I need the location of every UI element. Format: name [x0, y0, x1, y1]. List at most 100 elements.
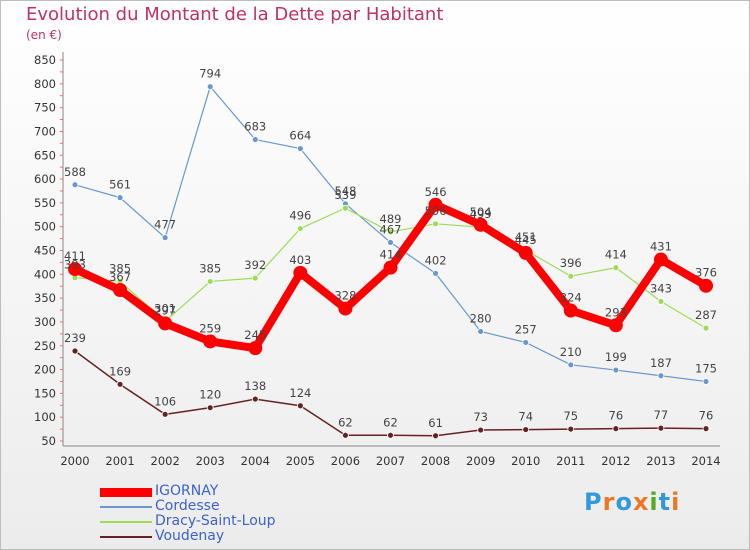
data-label: 239	[64, 331, 86, 345]
data-label: 546	[425, 185, 447, 199]
y-tick-label: 150	[34, 386, 56, 400]
legend-label: Voudenay	[155, 528, 225, 544]
x-tick-label: 2003	[196, 454, 225, 468]
data-point	[702, 425, 710, 433]
data-label: 683	[244, 120, 266, 134]
data-point	[342, 204, 349, 212]
data-point	[473, 217, 488, 232]
data-point	[702, 324, 710, 332]
x-tick-label: 2001	[105, 454, 134, 468]
data-point	[653, 252, 668, 267]
data-label: 187	[650, 356, 672, 370]
logo-letter: i	[671, 488, 681, 516]
data-label: 376	[695, 266, 717, 280]
legend-item: Voudenay	[100, 528, 320, 544]
data-point	[657, 424, 665, 432]
legend-item: Dracy-Saint-Loup	[100, 513, 320, 529]
data-point	[522, 426, 530, 433]
data-point	[338, 301, 353, 316]
data-label: 467	[380, 222, 402, 236]
x-tick-label: 2010	[511, 454, 540, 468]
data-point	[432, 220, 439, 228]
data-label: 199	[605, 350, 627, 364]
logo-letter: t	[658, 488, 672, 516]
data-label: 75	[563, 409, 578, 423]
data-point	[113, 283, 128, 298]
data-point	[518, 245, 533, 260]
data-label: 414	[380, 248, 402, 262]
data-label: 367	[109, 270, 131, 284]
data-point	[68, 262, 82, 277]
data-label: 124	[289, 386, 311, 400]
data-label: 539	[334, 188, 356, 202]
data-label: 324	[560, 291, 582, 305]
data-point	[293, 265, 308, 280]
data-label: 402	[425, 253, 447, 267]
data-point	[612, 264, 620, 272]
data-label: 62	[383, 415, 398, 429]
y-tick-label: 500	[34, 220, 56, 234]
data-point	[342, 431, 349, 439]
data-label: 76	[699, 409, 714, 423]
data-label: 445	[515, 233, 537, 247]
x-tick-label: 2007	[376, 454, 405, 468]
data-label: 169	[109, 364, 131, 378]
y-tick-label: 50	[41, 434, 56, 448]
data-point	[522, 339, 530, 346]
data-label: 411	[64, 249, 86, 263]
x-tick-label: 2011	[556, 454, 585, 468]
legend-swatch	[100, 506, 152, 508]
data-label: 62	[338, 415, 353, 429]
data-point	[432, 432, 439, 440]
data-label: 794	[199, 67, 221, 81]
legend-label: Dracy-Saint-Loup	[155, 513, 276, 529]
legend-label: Cordesse	[155, 498, 220, 514]
data-point	[612, 366, 620, 374]
data-label: 76	[609, 409, 624, 423]
data-point	[702, 378, 710, 385]
data-point	[71, 181, 79, 189]
x-tick-label: 2008	[421, 454, 450, 468]
chart-subtitle: (en €)	[26, 28, 62, 42]
x-tick-label: 2009	[466, 454, 495, 468]
data-point	[71, 347, 79, 355]
data-label: 106	[154, 394, 176, 408]
logo-letter: r	[602, 488, 616, 516]
data-point	[251, 136, 259, 143]
data-label: 385	[109, 261, 131, 275]
data-point	[567, 272, 575, 280]
data-label: 73	[473, 410, 488, 424]
data-point	[699, 278, 713, 293]
data-label: 496	[289, 209, 311, 223]
y-tick-label: 300	[34, 315, 56, 329]
y-tick-label: 700	[34, 124, 56, 138]
data-point	[477, 328, 485, 335]
data-label: 61	[428, 416, 443, 430]
data-label: 506	[425, 204, 447, 218]
data-label: 414	[605, 248, 627, 262]
y-tick-label: 250	[34, 339, 56, 353]
data-point	[567, 425, 575, 433]
x-tick-label: 2005	[286, 454, 315, 468]
data-label: 138	[244, 379, 266, 393]
y-tick-label: 200	[34, 363, 56, 377]
data-point	[612, 425, 620, 433]
data-point	[563, 303, 578, 318]
data-label: 175	[695, 361, 717, 375]
data-point	[203, 334, 218, 349]
y-tick-label: 400	[34, 267, 56, 281]
data-point	[387, 431, 394, 439]
data-point	[387, 228, 394, 236]
data-label: 74	[518, 410, 533, 424]
x-tick-label: 2004	[241, 454, 270, 468]
x-tick-label: 2014	[691, 454, 720, 468]
data-point	[206, 83, 214, 91]
data-label: 548	[334, 184, 356, 198]
data-point	[608, 318, 623, 333]
data-label: 393	[64, 258, 86, 272]
data-label: 504	[470, 205, 492, 219]
data-label: 396	[560, 256, 582, 270]
y-tick-label: 750	[34, 101, 56, 115]
data-label: 343	[650, 281, 672, 295]
